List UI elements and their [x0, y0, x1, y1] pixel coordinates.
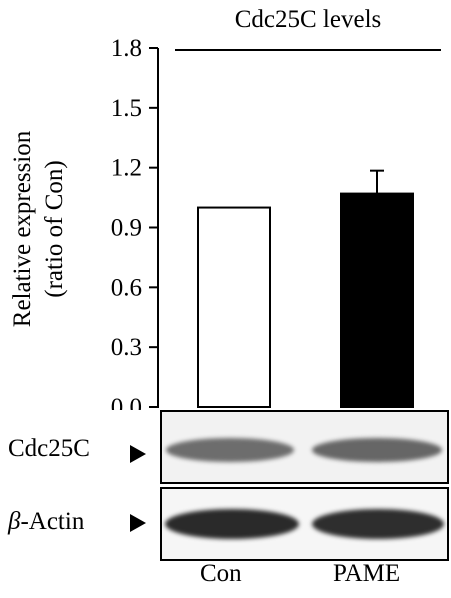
- cdc25c-blot: [160, 410, 449, 484]
- actin-blot: [160, 487, 449, 561]
- actin-label-text: -Actin: [20, 508, 85, 535]
- y-axis: 0.0 0.3 0.6 0.9 1.2 1.5 1.8: [111, 35, 159, 410]
- x-tick-label-con: Con: [200, 560, 242, 587]
- y-tick-label: 0.6: [111, 274, 142, 301]
- y-tick-label: 1.2: [111, 155, 142, 182]
- actin-band-con: [165, 509, 299, 539]
- cdc25c-band-con: [166, 438, 294, 462]
- bar-chart: Cdc25C levels 0.0 0.3 0.6 0.9 1.2 1.5 1.8 Rela…: [9, 6, 441, 410]
- y-tick-label: 0.0: [111, 394, 142, 410]
- cdc25c-band-pame: [312, 438, 442, 462]
- bar-con: [197, 206, 271, 408]
- y-tick-label: 1.5: [111, 95, 142, 122]
- x-tick-label-pame: PAME: [333, 560, 401, 587]
- bars: [197, 169, 414, 408]
- actin-band-pame: [312, 509, 444, 539]
- bar-pame: [340, 192, 414, 408]
- cdc25c-arrow-icon: [130, 445, 146, 463]
- cdc25c-blot-label: Cdc25C: [8, 435, 90, 462]
- y-axis-label: Relative expression: [9, 130, 36, 327]
- y-axis-label-2: (ratio of Con): [41, 160, 68, 297]
- y-tick-label: 0.9: [111, 215, 142, 242]
- y-tick-label: 0.3: [111, 334, 142, 361]
- actin-beta-symbol: β: [8, 508, 21, 535]
- actin-arrow-icon: [130, 514, 146, 532]
- actin-blot-label: β-Actin: [8, 508, 84, 536]
- y-tick-label: 1.8: [111, 35, 142, 62]
- chart-title: Cdc25C levels: [235, 6, 382, 33]
